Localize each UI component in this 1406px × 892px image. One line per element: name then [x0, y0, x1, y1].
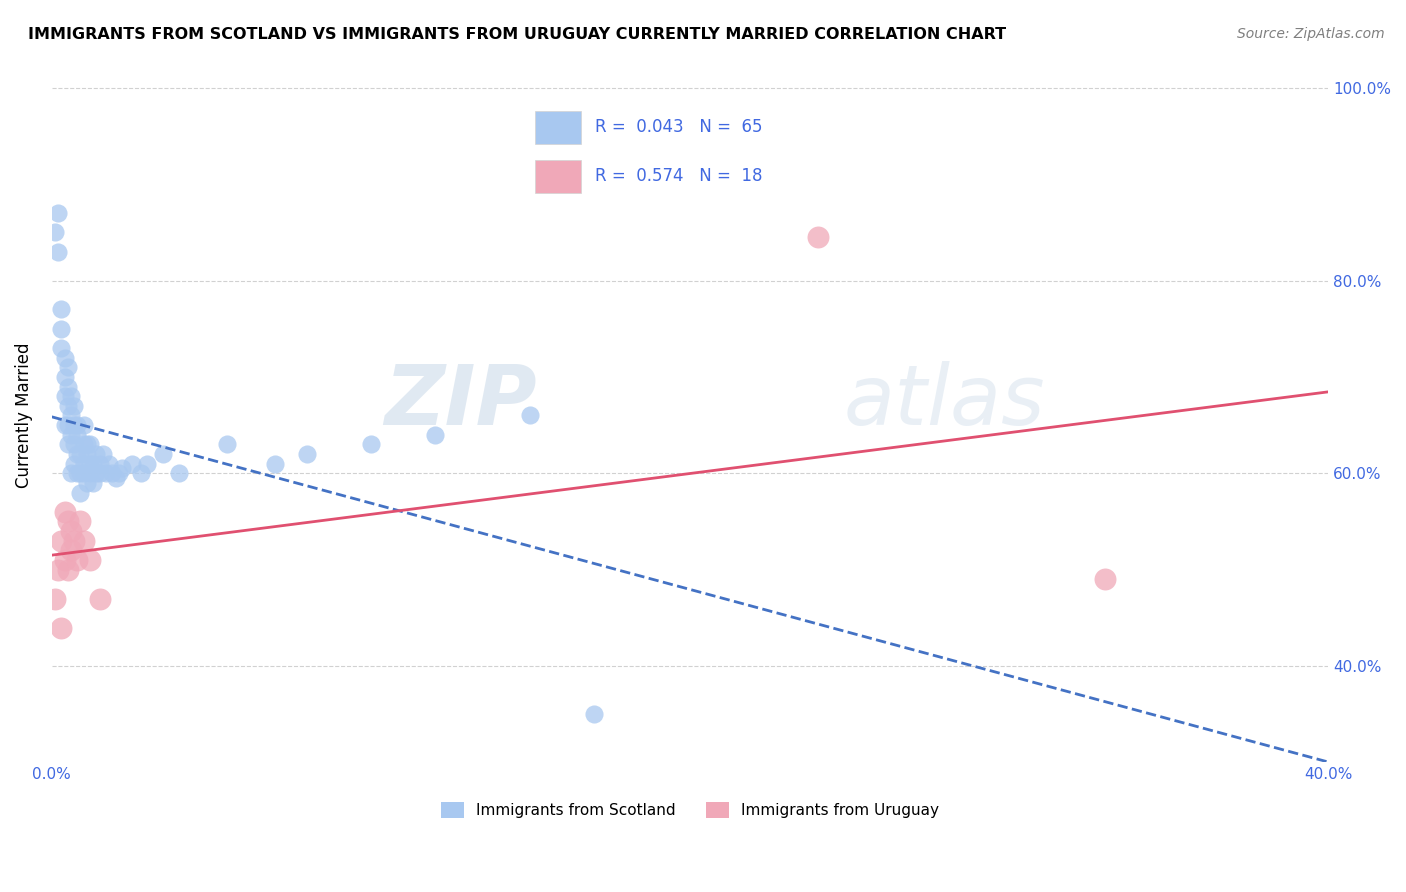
Point: [53, 418, 76, 433]
Point: [56, 563, 79, 577]
Point: [82, 457, 104, 471]
Point: [66, 467, 89, 481]
Text: Source: ZipAtlas.com: Source: ZipAtlas.com: [1237, 27, 1385, 41]
Point: [423, 427, 446, 442]
Point: [89, 467, 111, 481]
Point: [63, 457, 86, 471]
Text: ZIP: ZIP: [384, 361, 537, 442]
Point: [91, 447, 114, 461]
Point: [79, 437, 101, 451]
Point: [46, 206, 69, 220]
Text: IMMIGRANTS FROM SCOTLAND VS IMMIGRANTS FROM URUGUAY CURRENTLY MARRIED CORRELATIO: IMMIGRANTS FROM SCOTLAND VS IMMIGRANTS F…: [28, 27, 1007, 42]
Point: [111, 461, 134, 475]
Point: [73, 457, 96, 471]
Legend: Immigrants from Scotland, Immigrants from Uruguay: Immigrants from Scotland, Immigrants fro…: [434, 796, 945, 824]
Point: [51, 620, 73, 634]
Point: [79, 457, 101, 471]
Point: [56, 360, 79, 375]
Point: [121, 457, 143, 471]
Point: [51, 533, 73, 548]
Point: [46, 244, 69, 259]
Point: [46, 563, 69, 577]
Point: [264, 457, 287, 471]
Point: [583, 707, 606, 722]
Point: [53, 370, 76, 384]
Point: [56, 418, 79, 433]
Point: [360, 437, 382, 451]
Point: [51, 302, 73, 317]
Point: [217, 437, 239, 451]
Point: [98, 457, 121, 471]
Point: [53, 505, 76, 519]
Point: [129, 467, 152, 481]
Point: [56, 437, 79, 451]
Point: [44, 591, 66, 606]
Point: [59, 427, 82, 442]
Point: [59, 389, 82, 403]
Point: [59, 524, 82, 538]
Point: [69, 485, 91, 500]
Point: [152, 447, 174, 461]
Point: [59, 467, 82, 481]
Point: [69, 447, 91, 461]
Point: [73, 533, 96, 548]
Point: [169, 467, 191, 481]
Point: [79, 467, 101, 481]
Point: [69, 515, 91, 529]
Point: [51, 322, 73, 336]
Point: [82, 475, 104, 490]
Point: [94, 467, 117, 481]
Point: [59, 543, 82, 558]
Point: [66, 553, 89, 567]
Point: [1094, 572, 1116, 586]
Point: [76, 447, 98, 461]
Point: [56, 399, 79, 413]
Point: [73, 437, 96, 451]
Point: [73, 467, 96, 481]
Point: [63, 399, 86, 413]
Point: [66, 418, 89, 433]
Point: [806, 230, 828, 244]
Point: [89, 457, 111, 471]
Point: [519, 409, 541, 423]
Point: [66, 427, 89, 442]
Point: [59, 409, 82, 423]
Point: [69, 467, 91, 481]
Point: [63, 418, 86, 433]
Point: [63, 533, 86, 548]
Point: [86, 447, 108, 461]
Y-axis label: Currently Married: Currently Married: [15, 343, 32, 488]
Point: [79, 553, 101, 567]
Point: [56, 379, 79, 393]
Point: [76, 475, 98, 490]
Point: [101, 467, 124, 481]
Point: [44, 225, 66, 239]
Point: [53, 389, 76, 403]
Point: [51, 341, 73, 355]
Point: [295, 447, 318, 461]
Point: [86, 467, 108, 481]
Point: [104, 471, 127, 485]
Point: [56, 515, 79, 529]
Point: [136, 457, 159, 471]
Point: [63, 437, 86, 451]
Point: [89, 591, 111, 606]
Point: [66, 447, 89, 461]
Point: [107, 467, 129, 481]
Point: [73, 418, 96, 433]
Point: [76, 437, 98, 451]
Point: [53, 553, 76, 567]
Text: atlas: atlas: [844, 361, 1045, 442]
Point: [53, 351, 76, 365]
